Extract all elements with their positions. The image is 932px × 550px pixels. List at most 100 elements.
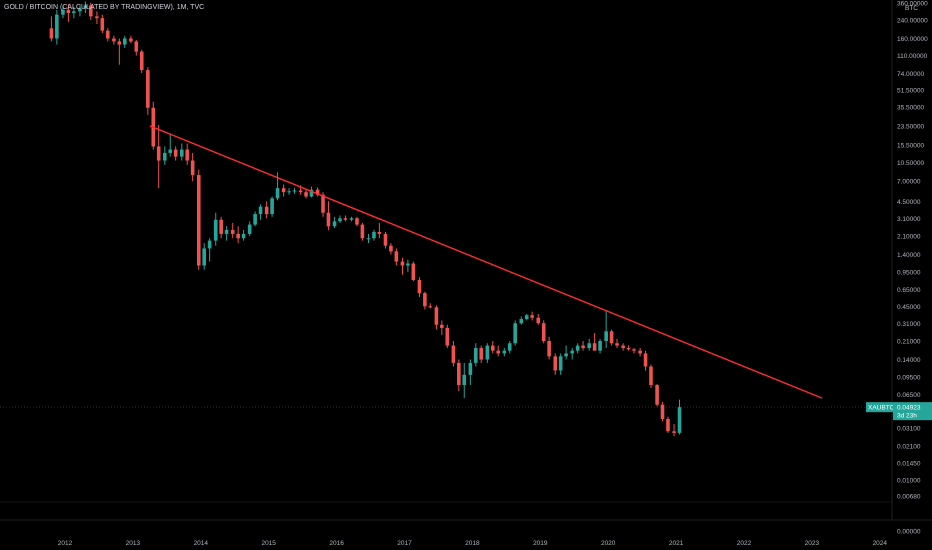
candle (366, 233, 371, 244)
candle (541, 320, 546, 344)
candle (247, 221, 252, 237)
candle-body (275, 188, 280, 199)
candle (394, 248, 399, 266)
time-tick-label: 2017 (397, 540, 412, 547)
price-tick-label: 240.00000 (897, 18, 928, 25)
candle-body (406, 263, 410, 266)
candle (564, 345, 568, 360)
price-tick-label: 360.00000 (897, 1, 928, 8)
candle-body (117, 41, 122, 45)
candle-body (105, 30, 110, 39)
candle (156, 124, 161, 189)
candle (604, 310, 608, 349)
candle-body (502, 350, 507, 354)
candle (655, 383, 659, 407)
candle (406, 259, 410, 273)
price-tick-label: 3.10000 (897, 216, 921, 223)
candle-body (338, 218, 342, 222)
candle-body (632, 349, 636, 351)
candle (445, 324, 450, 349)
candle-body (95, 16, 99, 19)
candle (100, 14, 105, 34)
candle-body (190, 160, 195, 176)
candle (112, 35, 116, 45)
candle-body (349, 218, 354, 220)
price-tick-label: 1.40000 (897, 252, 921, 259)
candle (428, 303, 433, 309)
candle-body (304, 192, 308, 197)
candle-body (372, 231, 376, 239)
candle (473, 343, 478, 367)
grid (0, 501, 892, 521)
candle (179, 143, 184, 161)
candle-body (366, 238, 371, 240)
candle-body (638, 350, 642, 354)
candle (609, 329, 614, 346)
candle (490, 341, 495, 354)
price-tick-label: 7.00000 (897, 179, 921, 186)
candle-body (462, 374, 467, 386)
trendline[interactable] (149, 125, 823, 399)
candle (72, 6, 76, 19)
candle (547, 336, 551, 360)
candle (553, 353, 558, 375)
candle-body (457, 362, 461, 386)
candle-body (626, 348, 631, 350)
time-tick-label: 2014 (194, 540, 209, 547)
candle (55, 9, 59, 45)
candle-body (129, 38, 133, 42)
candle-body (139, 51, 144, 71)
candle-body (660, 404, 665, 419)
candle-body (281, 188, 286, 193)
candle (264, 201, 269, 219)
candle-body (479, 348, 484, 360)
candle (575, 343, 580, 354)
price-tick-label: 0.01000 (897, 478, 921, 485)
candle (202, 243, 206, 270)
candle (440, 320, 444, 335)
candle (360, 222, 365, 241)
candle-body (604, 331, 608, 342)
candle (236, 226, 240, 244)
candle-body (309, 189, 314, 197)
candle (343, 215, 348, 222)
candle-body (253, 214, 257, 225)
candle (507, 341, 512, 354)
candle (89, 2, 93, 20)
candle-body (649, 366, 653, 386)
candle-body (207, 240, 212, 249)
price-value: 0.04923 (897, 404, 921, 411)
candle (105, 28, 110, 42)
candle-body (677, 407, 682, 433)
candle (185, 143, 190, 165)
price-tick-label: 0.02100 (897, 444, 921, 451)
price-tick-label: 0.31000 (897, 321, 921, 328)
price-axis[interactable]: 360.00000 240.00000 160.00000 110.00000 74.0… (897, 1, 928, 536)
candle-body (485, 345, 490, 360)
time-axis[interactable]: 2012 2013 2014 2015 2016 2017 2018 2019 2020 2021… (58, 540, 888, 547)
candle-body (496, 350, 501, 354)
candle (558, 353, 563, 375)
chart-title: GOLD / BITCOIN (CALCULATED BY TRADINGVIE… (4, 4, 205, 11)
price-tick-label: 0.21000 (897, 339, 921, 346)
candle (592, 333, 597, 351)
candle (146, 67, 150, 115)
candle-body (672, 431, 676, 433)
candle-body (122, 38, 127, 45)
candle-body (524, 315, 529, 320)
price-tick-label: 0.00000 (897, 529, 921, 536)
candle-body (355, 218, 359, 225)
candle (129, 35, 133, 43)
candle-body (270, 198, 274, 215)
candle (49, 16, 54, 42)
candle-body (112, 38, 116, 42)
candle (462, 362, 467, 399)
time-tick-label: 2022 (737, 540, 752, 547)
candle-body (264, 206, 269, 215)
candle-body (553, 356, 558, 371)
candle (451, 341, 456, 367)
price-tick-label: 10.50000 (897, 160, 924, 167)
candle (61, 5, 65, 19)
time-tick-label: 2015 (261, 540, 276, 547)
